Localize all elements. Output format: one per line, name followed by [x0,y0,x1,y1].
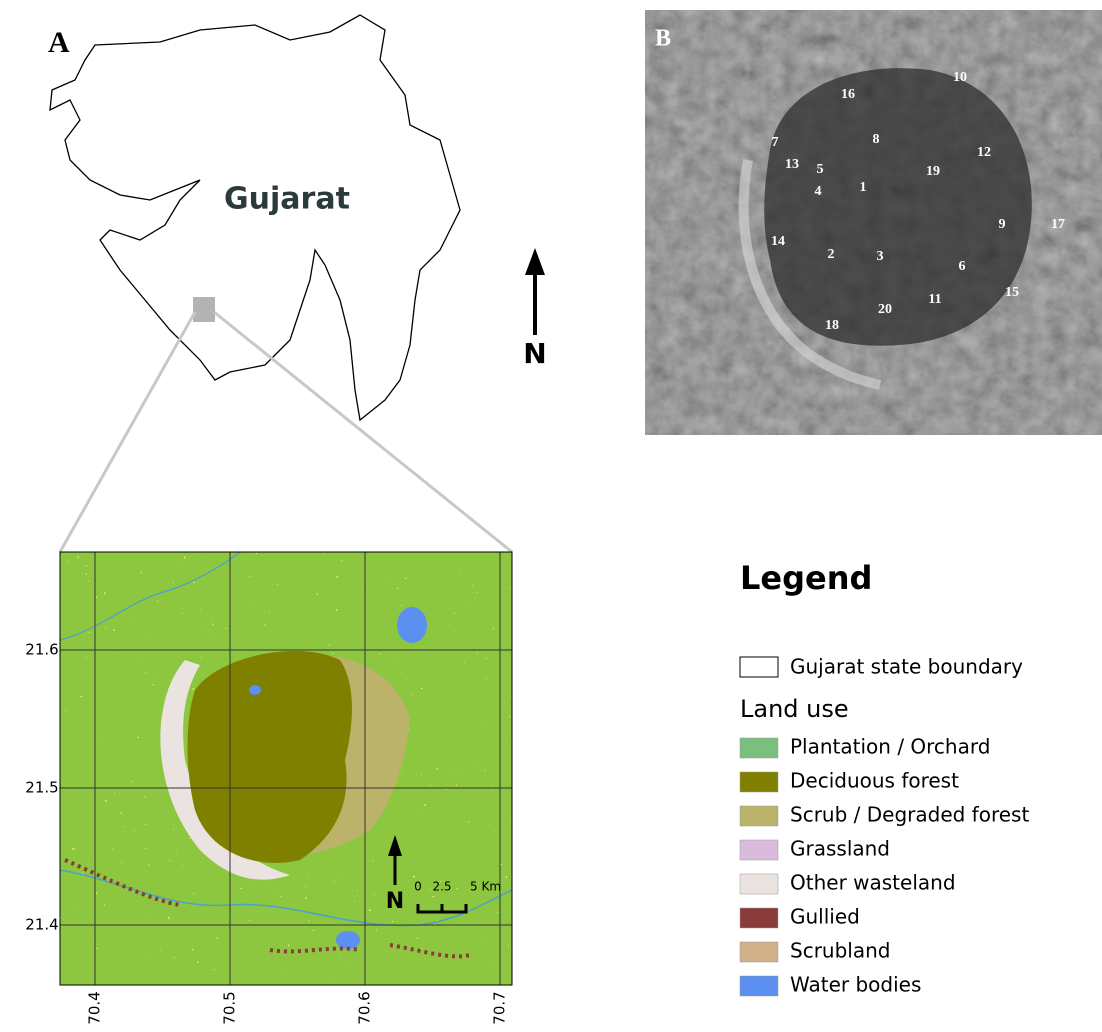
legend-label: Scrub / Degraded forest [790,803,1029,827]
site-label: 7 [772,135,779,150]
legend-label: Gujarat state boundary [790,655,1023,679]
wasteland [160,660,290,880]
crater [764,68,1032,346]
legend: Legend Gujarat state boundary Land use P… [739,559,1029,997]
site-label: 17 [1051,217,1065,232]
lon-label: 70.5 [221,991,239,1024]
site-label: 19 [926,164,940,179]
site-label: 20 [878,302,892,317]
site-label: 8 [873,132,880,147]
map-frame [59,551,513,986]
legend-section: Land use [740,695,849,723]
river [60,552,241,641]
water-body [249,685,261,695]
lat-label: 21.5 [25,779,58,797]
site-label: 12 [977,145,991,160]
lat-label: 21.4 [25,916,58,934]
legend-label: Grassland [790,837,890,861]
legend-label: Other wasteland [790,871,956,895]
north-arrowhead [525,248,545,275]
panel-a: A Gujarat N [48,14,547,554]
scale-label: 0 [414,880,422,894]
site-label: 16 [841,87,855,102]
legend-swatch [739,656,779,678]
legend-swatch [739,805,779,827]
scale-label: 2.5 [432,880,451,894]
legend-swatch [739,975,779,997]
river [60,869,512,927]
site-label: 5 [817,162,824,177]
legend-swatch [739,941,779,963]
panel-letter: A [48,26,70,59]
state-boundary [49,14,461,422]
zoom-line [213,310,513,554]
legend-swatch [739,737,779,759]
legend-label: Scrubland [790,939,890,963]
lat-label: 21.6 [25,641,58,659]
state-name: Gujarat [224,182,350,217]
study-area [193,297,215,322]
site-label: 13 [785,157,799,172]
site-label: 1 [860,180,867,195]
north-label: N [386,889,404,914]
site-label: 2 [828,247,835,262]
panel-letter: B [655,26,671,52]
legend-label: Water bodies [790,973,921,997]
lon-label: 70.6 [356,991,374,1024]
north-arrowhead [388,835,402,856]
zoom-line [58,311,197,553]
site-label: 6 [959,259,966,274]
site-label: 3 [877,249,884,264]
legend-label: Plantation / Orchard [790,735,990,759]
legend-label: Deciduous forest [790,769,959,793]
north-label: N [523,337,546,370]
site-label: 15 [1005,285,1019,300]
site-label: 9 [999,217,1006,232]
lon-label: 70.7 [491,991,509,1024]
site-label: 18 [825,318,839,333]
scale-bar [416,904,468,914]
inset-map: N 0 2.5 5 Km 21.6 21.5 21.4 70.4 70.5 70.6 70.7 [25,551,513,1025]
site-label: 10 [953,70,967,85]
water-body [397,607,427,643]
legend-label: Gullied [790,905,860,929]
site-label: 11 [928,292,941,307]
legend-swatch [739,839,779,861]
bright-rim [738,159,882,390]
gullies [64,858,471,959]
legend-swatch [739,873,779,895]
site-label: 14 [771,234,785,249]
water-body [336,931,360,949]
scale-label: 5 Km [470,880,501,894]
lon-label: 70.4 [86,991,104,1024]
legend-swatch [739,771,779,793]
deciduous-forest [187,651,352,863]
site-label: 4 [815,184,822,199]
legend-title: Legend [740,559,872,597]
legend-swatch [739,907,779,929]
